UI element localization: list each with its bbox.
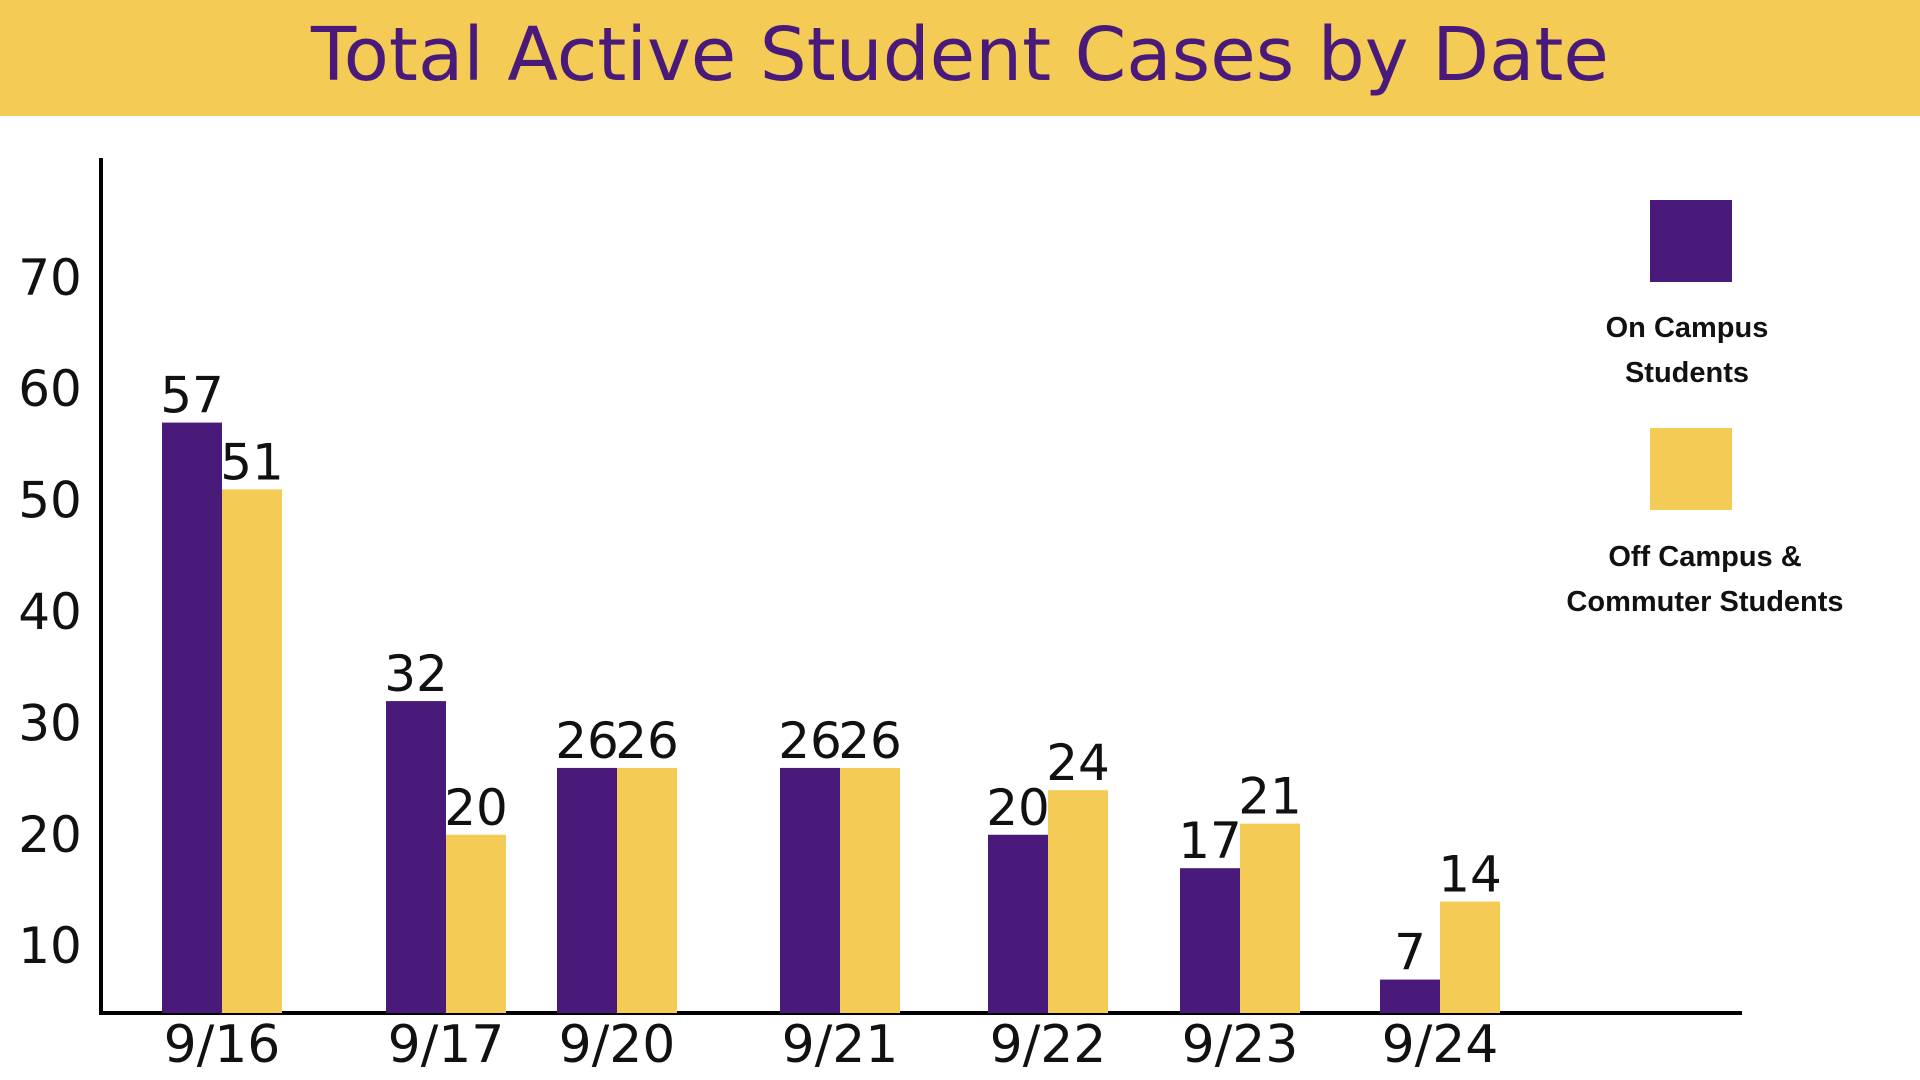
bar-on-campus xyxy=(780,767,840,1013)
data-label: 26 xyxy=(555,712,619,770)
legend-label: Off Campus & xyxy=(1608,541,1801,573)
bar-off-campus xyxy=(446,834,506,1013)
legend-swatch xyxy=(1650,200,1732,282)
y-tick-label: 10 xyxy=(18,917,82,975)
x-tick-label: 9/22 xyxy=(990,1015,1107,1075)
bar-on-campus xyxy=(988,834,1048,1013)
chart-title: Total Active Student Cases by Date xyxy=(311,12,1609,98)
data-label: 20 xyxy=(444,779,508,837)
data-label: 26 xyxy=(615,712,679,770)
data-label: 26 xyxy=(838,712,902,770)
bar-on-campus xyxy=(162,422,222,1014)
data-label: 17 xyxy=(1178,812,1242,870)
y-tick-label: 30 xyxy=(18,694,82,752)
bar-off-campus xyxy=(617,767,677,1013)
data-label: 32 xyxy=(384,645,448,703)
data-label: 7 xyxy=(1394,924,1426,982)
x-tick-label: 9/24 xyxy=(1382,1015,1499,1075)
bar-on-campus xyxy=(1180,868,1240,1013)
legend-swatch xyxy=(1650,428,1732,510)
legend-label: Students xyxy=(1625,357,1749,389)
y-tick-label: 40 xyxy=(18,583,82,641)
x-tick-label: 9/23 xyxy=(1182,1015,1299,1075)
y-tick-label: 20 xyxy=(18,806,82,864)
data-label: 57 xyxy=(160,367,224,425)
x-tick-label: 9/20 xyxy=(559,1015,676,1075)
bar-off-campus xyxy=(840,767,900,1013)
bar-off-campus xyxy=(1048,790,1108,1013)
data-label: 24 xyxy=(1046,734,1110,792)
x-axis-ticks: 9/16 9/17 9/20 9/21 9/22 9/23 9/24 xyxy=(164,1015,1499,1075)
legend: On Campus Students Off Campus & Commuter St… xyxy=(1566,200,1844,618)
bar-off-campus xyxy=(1440,901,1500,1013)
bars xyxy=(162,422,1500,1014)
bar-on-campus xyxy=(1380,979,1440,1013)
data-label: 20 xyxy=(986,779,1050,837)
y-tick-label: 50 xyxy=(18,472,82,530)
legend-label: Commuter Students xyxy=(1566,586,1843,618)
legend-label: On Campus xyxy=(1606,312,1769,344)
bar-on-campus xyxy=(557,767,617,1013)
bar-off-campus xyxy=(1240,823,1300,1013)
y-axis-ticks: 10 20 30 40 50 60 70 xyxy=(18,249,82,975)
bar-off-campus xyxy=(222,489,282,1013)
bar-on-campus xyxy=(386,701,446,1013)
x-tick-label: 9/21 xyxy=(782,1015,899,1075)
title-banner: Total Active Student Cases by Date xyxy=(0,0,1920,116)
y-tick-label: 70 xyxy=(18,249,82,307)
x-tick-label: 9/16 xyxy=(164,1015,281,1075)
data-label: 51 xyxy=(220,433,284,491)
y-tick-label: 60 xyxy=(18,360,82,418)
data-label: 26 xyxy=(778,712,842,770)
x-tick-label: 9/17 xyxy=(388,1015,505,1075)
data-label: 21 xyxy=(1238,768,1302,826)
data-label: 14 xyxy=(1438,846,1502,904)
